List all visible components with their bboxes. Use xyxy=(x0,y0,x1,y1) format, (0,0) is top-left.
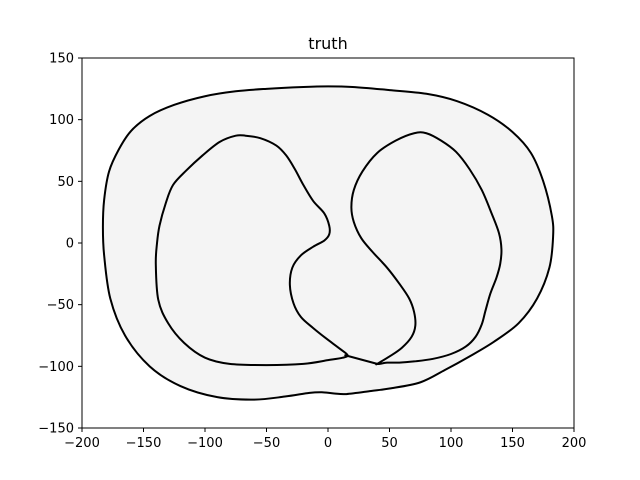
y-tick-label: −150 xyxy=(38,422,74,437)
x-tick-label: −200 xyxy=(64,436,100,451)
x-tick-label: 0 xyxy=(324,436,332,451)
x-tick-label: −100 xyxy=(187,436,223,451)
y-tick-label: 100 xyxy=(49,113,74,128)
series-curve-3 xyxy=(344,354,379,365)
series-curve-2 xyxy=(154,134,349,367)
series-curve-4 xyxy=(350,131,503,366)
x-tick-label: 100 xyxy=(439,436,464,451)
x-tick-label: 200 xyxy=(562,436,587,451)
y-tick-label: −50 xyxy=(47,298,74,313)
chart-title: truth xyxy=(308,34,347,53)
x-tick-label: −150 xyxy=(126,436,162,451)
x-tick-label: 150 xyxy=(500,436,525,451)
x-tick-label: −50 xyxy=(253,436,280,451)
y-tick-label: 0 xyxy=(66,237,74,252)
y-tick-label: 150 xyxy=(49,52,74,67)
series-curve-1 xyxy=(101,85,555,401)
y-tick-label: −100 xyxy=(38,360,74,375)
x-axis: −200 −150 −100 −50 0 50 100 150 200 xyxy=(64,428,586,451)
y-tick-label: 50 xyxy=(57,175,74,190)
series-layer xyxy=(101,85,555,401)
y-axis: −150 −100 −50 0 50 100 150 xyxy=(38,52,82,437)
x-tick-label: 50 xyxy=(381,436,398,451)
